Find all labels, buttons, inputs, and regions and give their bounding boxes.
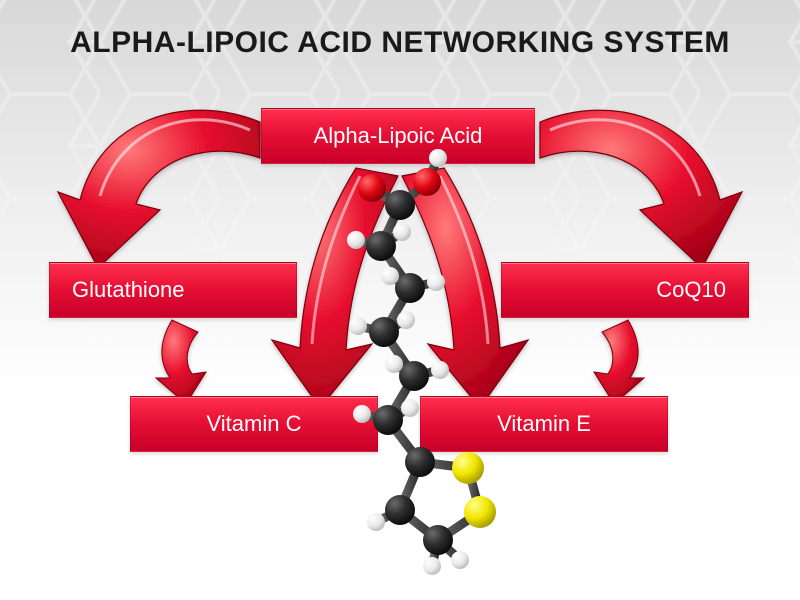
node-label: Vitamin C: [207, 411, 302, 437]
node-coq10: CoQ10: [501, 262, 749, 318]
node-glutathione: Glutathione: [49, 262, 297, 318]
node-label: Vitamin E: [497, 411, 591, 437]
node-label: CoQ10: [656, 277, 726, 303]
node-alpha-lipoic-acid: Alpha-Lipoic Acid: [261, 108, 535, 164]
node-label: Alpha-Lipoic Acid: [314, 123, 483, 149]
node-vitamin-e: Vitamin E: [420, 396, 668, 452]
node-label: Glutathione: [72, 277, 185, 303]
page-title: ALPHA-LIPOIC ACID NETWORKING SYSTEM: [0, 26, 800, 60]
page-title-text: ALPHA-LIPOIC ACID NETWORKING SYSTEM: [70, 26, 730, 59]
node-vitamin-c: Vitamin C: [130, 396, 378, 452]
